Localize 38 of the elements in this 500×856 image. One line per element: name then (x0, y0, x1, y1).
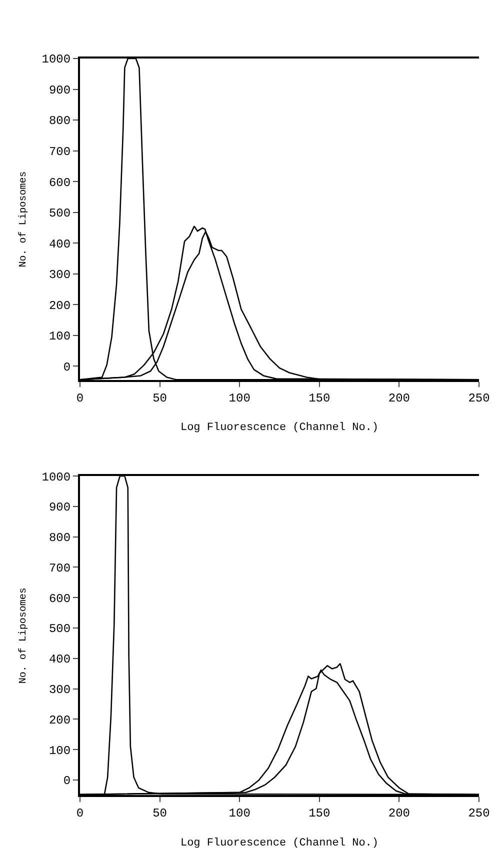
y-axis-title: No. of Liposomes (17, 588, 30, 684)
y-tick-label: 500 (48, 622, 71, 636)
y-tick-label: 500 (48, 206, 71, 221)
y-tick-label: 400 (48, 652, 71, 667)
x-tick-label: 200 (388, 806, 410, 821)
y-tick-label: 900 (48, 83, 71, 98)
x-axis-title: Log Fluorescence (Channel No.) (180, 422, 379, 434)
y-tick-label: 0 (63, 360, 71, 374)
y-tick-label: 100 (48, 744, 71, 758)
x-tick-label: 100 (228, 806, 250, 821)
y-tick-label: 100 (48, 330, 71, 344)
x-tick-label: 100 (228, 391, 250, 406)
y-tick-label: 200 (48, 713, 71, 728)
x-axis-title: Log Fluorescence (Channel No.) (180, 837, 379, 850)
y-tick-label: 0 (63, 774, 71, 788)
x-tick-label: 150 (308, 391, 330, 406)
y-tick-label: 700 (48, 145, 71, 159)
y-tick-label: 1000 (42, 470, 71, 484)
y-axis-title: No. of Liposomes (17, 171, 30, 268)
y-tick-label: 900 (48, 500, 71, 515)
y-tick-label: 800 (48, 531, 71, 546)
x-tick-label: 50 (152, 391, 168, 406)
y-tick-label: 1000 (42, 52, 71, 67)
x-tick-label: 150 (308, 806, 330, 821)
y-tick-label: 300 (48, 683, 71, 697)
y-tick-label: 800 (48, 114, 71, 128)
x-tick-label: 250 (468, 391, 490, 406)
x-tick-label: 0 (76, 806, 84, 821)
y-tick-label: 400 (48, 237, 71, 252)
x-tick-label: 0 (76, 391, 84, 406)
y-tick-label: 300 (48, 268, 71, 282)
y-tick-label: 600 (48, 592, 71, 606)
x-tick-label: 250 (468, 806, 490, 821)
x-tick-label: 200 (388, 391, 410, 406)
y-tick-label: 700 (48, 561, 71, 576)
y-tick-label: 200 (48, 298, 71, 313)
y-tick-label: 600 (48, 176, 71, 190)
x-tick-label: 50 (152, 806, 168, 821)
